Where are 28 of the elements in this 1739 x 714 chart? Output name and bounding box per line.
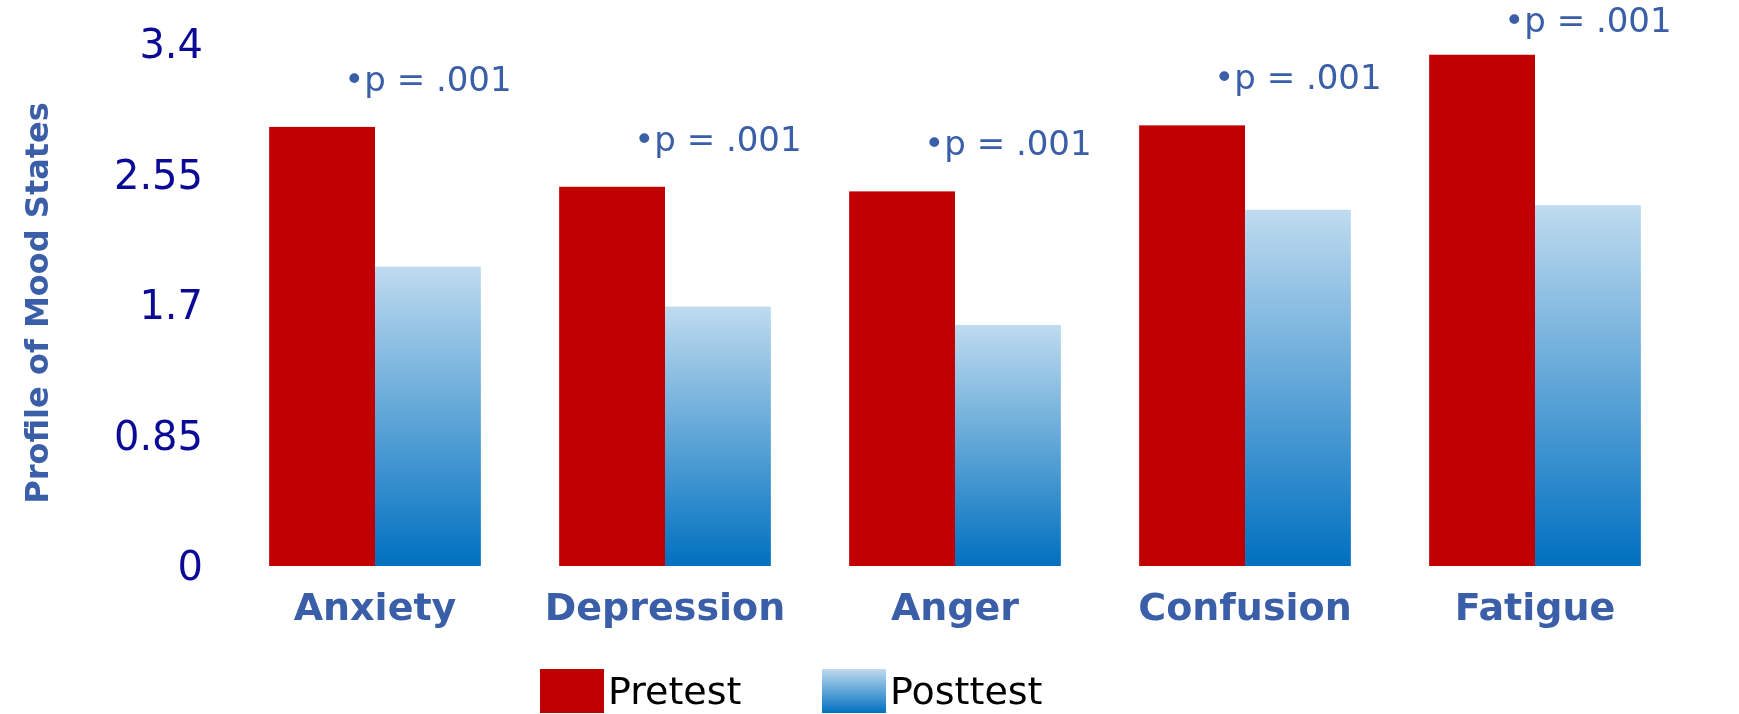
y-tick-label: 3.4 — [139, 21, 203, 67]
legend-label: Posttest — [890, 669, 1043, 714]
bar — [559, 186, 665, 566]
x-tick-label: Anger — [890, 585, 1020, 629]
bar — [375, 266, 481, 566]
y-tick-label: 0 — [177, 543, 203, 589]
annotation: •p = .001 — [634, 118, 802, 159]
x-tick-label: Anxiety — [293, 585, 457, 629]
legend-label: Pretest — [608, 669, 742, 714]
y-tick-label: 1.7 — [139, 282, 203, 328]
x-tick-label: Fatigue — [1454, 585, 1616, 629]
bar — [269, 126, 375, 566]
bar — [1429, 54, 1535, 566]
x-tick-label: Depression — [544, 585, 786, 629]
bar — [1535, 205, 1641, 566]
annotation: •p = .001 — [1214, 57, 1382, 98]
annotation: •p = .001 — [344, 58, 512, 99]
y-tick-label: 0.85 — [113, 412, 203, 459]
bar — [849, 191, 955, 566]
bar — [955, 324, 1061, 566]
annotation: •p = .001 — [924, 123, 1092, 164]
x-tick-label: Confusion — [1138, 585, 1352, 629]
text: •p = .001 — [1504, 0, 1672, 40]
y-axis-title: Profile of Mood States — [18, 102, 56, 504]
bar — [665, 306, 771, 566]
bar — [1139, 125, 1245, 566]
y-tick-label: 2.55 — [113, 151, 203, 198]
bar — [1245, 209, 1351, 566]
